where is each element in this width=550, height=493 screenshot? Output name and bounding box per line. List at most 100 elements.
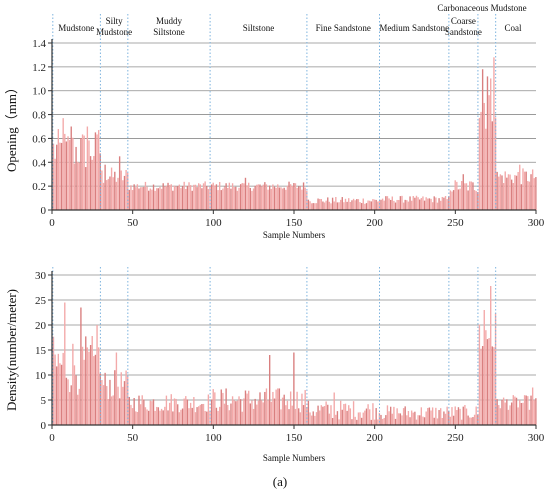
bar xyxy=(314,415,316,425)
bar xyxy=(306,407,308,425)
bar xyxy=(296,187,298,210)
bar xyxy=(491,346,493,425)
bar xyxy=(230,403,232,425)
bar xyxy=(96,134,98,210)
bar xyxy=(120,372,122,425)
bar xyxy=(493,57,495,211)
bar xyxy=(417,197,419,210)
bar xyxy=(159,410,161,425)
bar xyxy=(462,174,464,210)
bar xyxy=(377,201,379,210)
bar xyxy=(502,397,505,425)
bar xyxy=(256,184,258,210)
bar xyxy=(346,201,348,210)
bar xyxy=(373,199,376,210)
bar xyxy=(440,200,442,210)
bar xyxy=(110,167,113,210)
bar xyxy=(510,179,513,210)
bar xyxy=(185,188,187,210)
bar xyxy=(251,190,253,210)
bar xyxy=(180,409,182,425)
bar xyxy=(457,407,460,425)
bar xyxy=(383,200,385,210)
y-tick-label: 0.4 xyxy=(32,157,46,169)
bar xyxy=(478,324,481,425)
bar xyxy=(310,415,313,425)
x-axis-label: Sample Numbers xyxy=(263,453,326,463)
y-tick-label: 1.4 xyxy=(32,38,46,50)
bar xyxy=(420,198,423,210)
bar xyxy=(435,407,437,425)
bar xyxy=(78,388,80,425)
bar xyxy=(164,406,166,425)
bar xyxy=(396,199,398,210)
bar xyxy=(377,419,379,425)
bar xyxy=(97,347,100,425)
bar xyxy=(57,353,60,425)
bar xyxy=(406,415,408,425)
bar xyxy=(278,388,281,425)
bar xyxy=(428,198,431,210)
bar xyxy=(151,401,153,425)
x-tick-label: 300 xyxy=(528,432,545,444)
x-tick-label: 100 xyxy=(205,432,222,444)
bar xyxy=(388,411,390,425)
bar xyxy=(496,399,498,425)
bar xyxy=(168,185,171,210)
bar xyxy=(157,188,160,210)
bar xyxy=(56,144,58,210)
bar xyxy=(472,182,474,210)
bar xyxy=(239,184,242,210)
bar xyxy=(215,407,218,425)
bar xyxy=(348,405,350,425)
bar xyxy=(139,187,142,210)
bar xyxy=(515,175,518,210)
bar xyxy=(341,197,343,210)
bar xyxy=(438,198,440,210)
bar xyxy=(351,419,353,425)
bar xyxy=(239,399,242,425)
lithology-label: Coarse Sandstone xyxy=(445,16,482,37)
bar xyxy=(188,408,190,425)
bar xyxy=(273,186,276,210)
lithology-label-line: Medium Sandstone xyxy=(379,23,449,33)
bar xyxy=(275,187,277,210)
bar xyxy=(528,181,531,210)
bar xyxy=(310,203,313,210)
bar xyxy=(296,391,298,425)
bar xyxy=(83,135,85,210)
bar xyxy=(367,404,369,425)
bar xyxy=(207,394,210,425)
bar xyxy=(70,126,72,210)
bar xyxy=(444,413,447,425)
bar xyxy=(517,407,519,425)
bar xyxy=(188,182,190,210)
bar xyxy=(496,171,498,210)
bar xyxy=(517,172,519,210)
bar xyxy=(449,416,452,425)
bar xyxy=(293,183,295,210)
bar xyxy=(510,402,513,425)
bar xyxy=(454,180,456,210)
lithology-label: Siltstone xyxy=(243,23,275,33)
bar xyxy=(341,409,343,425)
bar xyxy=(523,171,526,210)
bar xyxy=(144,181,147,210)
bar xyxy=(477,414,479,425)
bar xyxy=(504,171,506,210)
bar xyxy=(431,407,434,425)
bar xyxy=(218,406,221,425)
bar xyxy=(388,198,390,210)
bar xyxy=(454,406,456,425)
bar xyxy=(370,419,372,425)
bar xyxy=(151,189,153,210)
bar xyxy=(506,177,508,210)
bar xyxy=(398,413,400,425)
bar xyxy=(398,199,400,210)
bar xyxy=(402,202,405,210)
bar xyxy=(486,76,489,211)
bar xyxy=(201,188,203,210)
bar xyxy=(291,185,293,210)
bar xyxy=(501,399,503,425)
x-tick-label: 50 xyxy=(127,432,139,444)
